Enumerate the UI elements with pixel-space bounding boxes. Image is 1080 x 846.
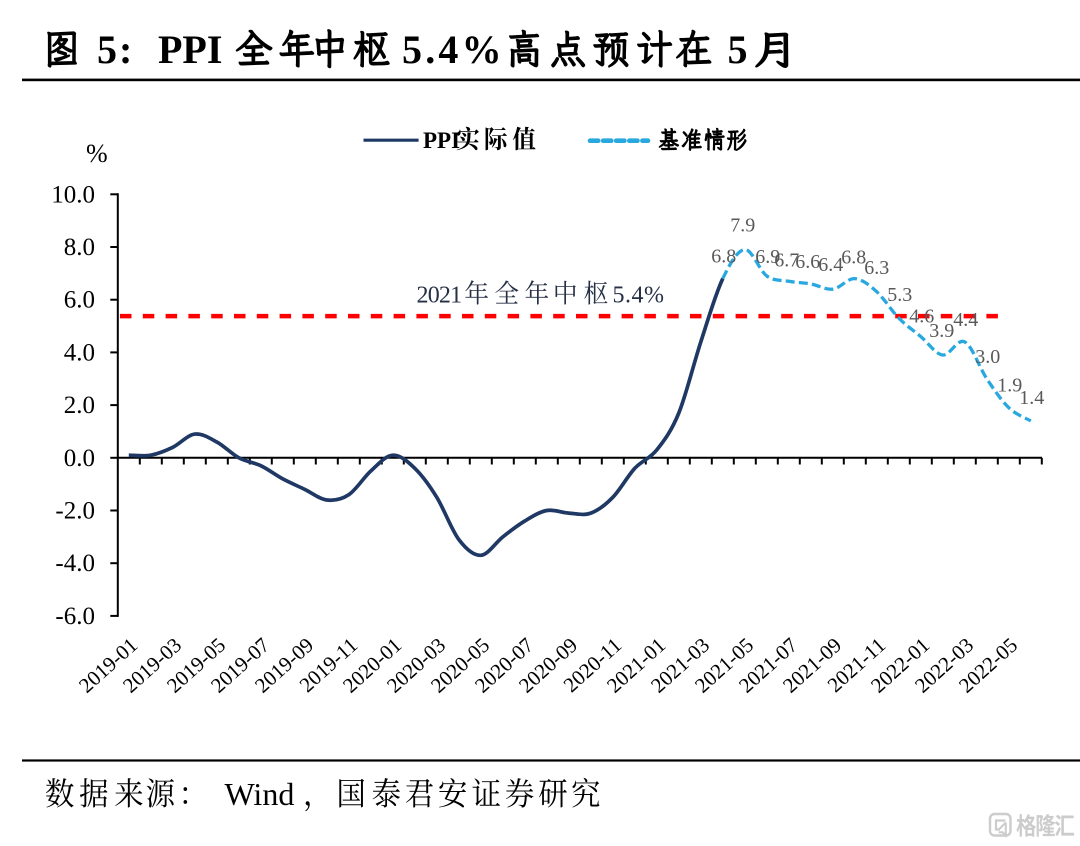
- svg-text:-6.0: -6.0: [55, 603, 95, 630]
- svg-text:6.6: 6.6: [795, 251, 820, 273]
- svg-text:7.9: 7.9: [730, 215, 755, 237]
- svg-text:6.3: 6.3: [864, 257, 889, 279]
- svg-text:5:: 5:: [97, 27, 134, 72]
- svg-text:PPI: PPI: [423, 128, 460, 153]
- svg-text:6.9: 6.9: [755, 246, 780, 268]
- svg-text:6.7: 6.7: [774, 249, 799, 271]
- svg-text:4.4: 4.4: [953, 309, 978, 331]
- svg-text:3.0: 3.0: [975, 346, 1000, 368]
- svg-text:5: 5: [728, 27, 748, 72]
- svg-text:2021: 2021: [417, 283, 462, 309]
- svg-text:6.8: 6.8: [711, 246, 736, 268]
- svg-text:1.4: 1.4: [1019, 387, 1044, 409]
- svg-text:-4.0: -4.0: [55, 550, 95, 577]
- svg-text:5.3: 5.3: [887, 284, 912, 306]
- svg-text:2.0: 2.0: [64, 392, 95, 419]
- svg-text:6.8: 6.8: [841, 247, 866, 269]
- svg-text:5.4%: 5.4%: [613, 283, 665, 309]
- svg-text:3.9: 3.9: [929, 320, 954, 342]
- svg-text:8.0: 8.0: [64, 234, 95, 261]
- svg-text:-2.0: -2.0: [55, 498, 95, 525]
- svg-text:6.0: 6.0: [64, 287, 95, 314]
- svg-text:%: %: [86, 139, 108, 168]
- svg-text:10.0: 10.0: [51, 181, 95, 208]
- svg-text:5.4%: 5.4%: [402, 27, 505, 72]
- svg-text:PPI: PPI: [158, 27, 222, 72]
- svg-text:6.4: 6.4: [818, 254, 843, 276]
- svg-text:1.9: 1.9: [997, 375, 1022, 397]
- svg-text:Wind: Wind: [225, 776, 295, 812]
- svg-text:4.0: 4.0: [64, 339, 95, 366]
- svg-text:0.0: 0.0: [64, 445, 95, 472]
- svg-text:4.6: 4.6: [909, 306, 934, 328]
